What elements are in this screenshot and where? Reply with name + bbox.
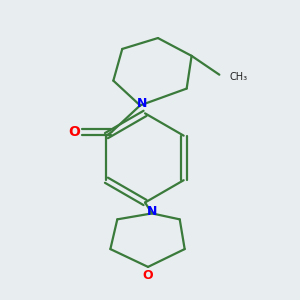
Text: CH₃: CH₃ <box>229 72 248 82</box>
Text: N: N <box>147 205 157 218</box>
Text: O: O <box>68 125 80 139</box>
Text: N: N <box>137 97 147 110</box>
Text: O: O <box>143 269 153 282</box>
